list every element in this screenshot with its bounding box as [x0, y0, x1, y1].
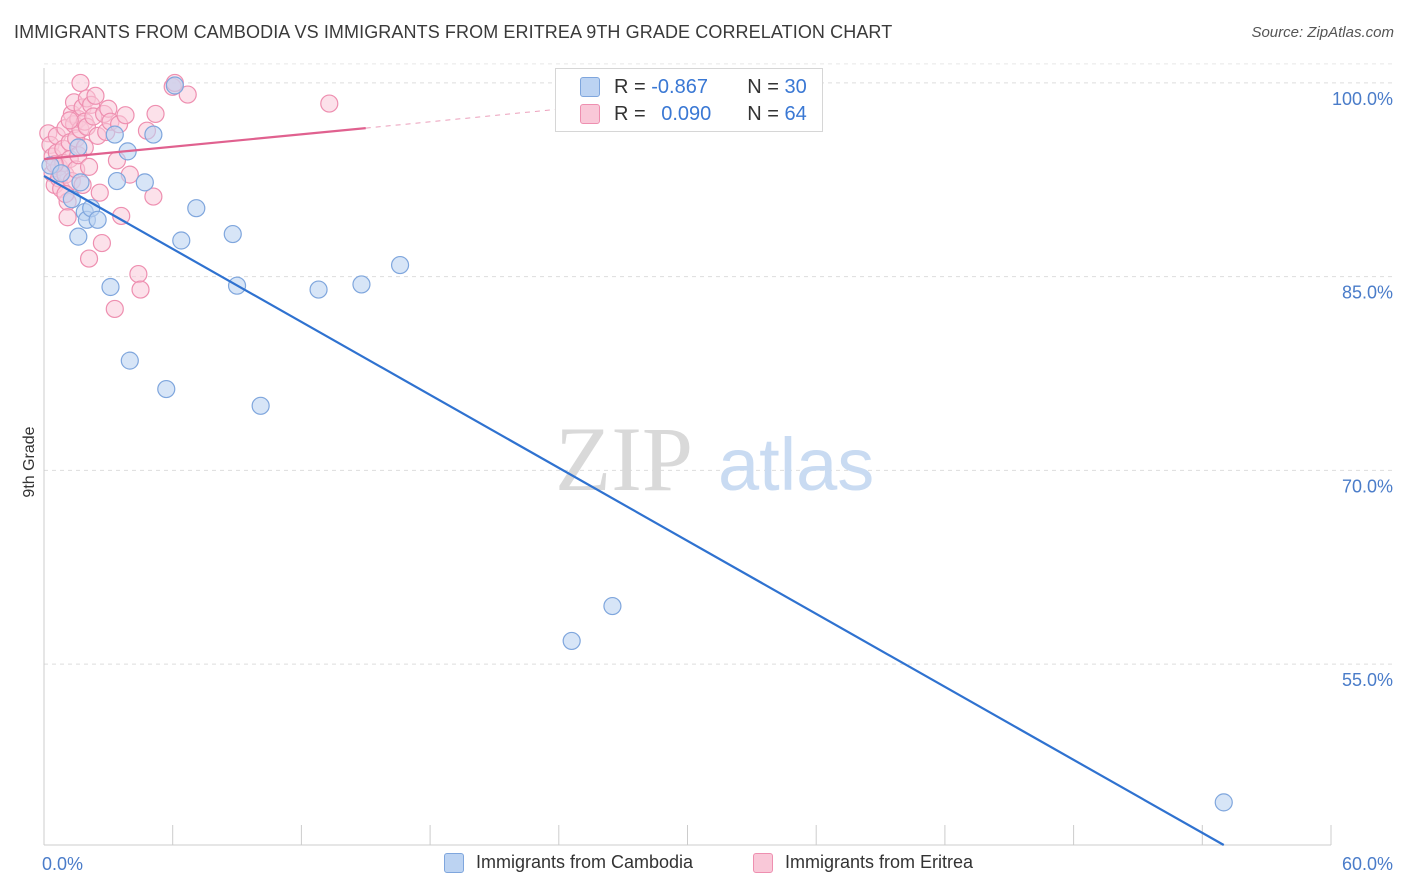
legend-n-label: N =: [747, 75, 785, 98]
eritrea-point: [79, 157, 99, 176]
eritrea-point: [79, 249, 99, 268]
eritrea-point: [146, 104, 165, 124]
bottom-legend-label: Immigrants from Cambodia: [476, 852, 694, 872]
eritrea-point: [129, 264, 148, 284]
eritrea-points: [39, 73, 339, 319]
cambodia-point: [144, 125, 163, 144]
watermark: ZIP atlas: [555, 408, 874, 510]
x-tick-label: 0.0%: [42, 854, 83, 874]
cambodia-swatch: [444, 852, 464, 873]
cambodia-point: [251, 396, 270, 415]
cambodia-point: [69, 138, 88, 157]
cambodia-point: [172, 231, 191, 250]
eritrea-point: [320, 94, 339, 113]
watermark-atlas: atlas: [718, 423, 874, 506]
chart-title: IMMIGRANTS FROM CAMBODIA VS IMMIGRANTS F…: [14, 22, 893, 42]
x-tick-label: 60.0%: [1342, 854, 1393, 874]
legend-n-value: 64: [784, 102, 807, 125]
axes: [43, 68, 1332, 846]
y-tick-label: 100.0%: [1332, 89, 1393, 109]
eritrea-swatch: [580, 104, 600, 124]
eritrea-trend-line: [43, 127, 366, 161]
cambodia-point: [105, 125, 124, 144]
legend-r-label: R =: [614, 102, 652, 125]
cambodia-point: [69, 227, 88, 246]
cambodia-point: [71, 173, 90, 192]
cambodia-point: [107, 171, 127, 191]
cambodia-point: [352, 275, 371, 294]
bottom-legend-label: Immigrants from Eritrea: [785, 852, 974, 872]
eritrea-point: [92, 233, 112, 253]
gridlines: [44, 63, 1393, 665]
eritrea-point: [116, 106, 135, 125]
eritrea-point: [90, 183, 109, 202]
x-tick-labels: 0.0% 60.0%: [42, 854, 1393, 874]
cambodia-point: [101, 277, 120, 297]
cambodia-swatch: [580, 77, 600, 97]
correlation-legend: R = -0.867 N = 30 R = 0.090 N = 64: [555, 68, 823, 132]
y-tick-labels: 100.0% 85.0% 70.0% 55.0%: [1332, 89, 1393, 690]
legend-n-value: 30: [784, 75, 807, 98]
cambodia-trend-line: [43, 174, 1225, 846]
eritrea-point: [131, 280, 150, 299]
y-tick-label: 55.0%: [1342, 670, 1393, 690]
cambodia-point: [135, 173, 154, 192]
eritrea-swatch: [753, 852, 773, 873]
eritrea-point: [60, 111, 79, 130]
legend-row-cambodia: R = -0.867 N = 30: [580, 74, 807, 100]
cambodia-point: [390, 255, 410, 275]
cambodia-point: [309, 280, 328, 299]
y-tick-label: 85.0%: [1342, 283, 1393, 303]
eritrea-point: [105, 299, 124, 319]
cambodia-point: [562, 631, 581, 651]
trend-lines: [43, 104, 1225, 846]
cambodia-points: [41, 76, 1233, 812]
cambodia-point: [603, 596, 622, 616]
cambodia-point: [223, 224, 242, 244]
eritrea-point: [178, 85, 197, 104]
cambodia-point: [1214, 793, 1233, 812]
legend-r-label: R =: [614, 75, 652, 98]
legend-r-value: -0.867: [651, 75, 708, 98]
cambodia-point: [88, 210, 107, 229]
legend-row-eritrea: R = 0.090 N = 64: [580, 101, 807, 127]
eritrea-point: [86, 86, 105, 105]
cambodia-point: [62, 190, 81, 209]
cambodia-point: [165, 76, 184, 95]
cambodia-point: [157, 379, 176, 399]
source-label: Source: ZipAtlas.com: [1251, 24, 1394, 41]
bottom-legend-cambodia: Immigrants from Cambodia: [444, 852, 693, 873]
eritrea-point: [71, 73, 90, 93]
eritrea-point: [144, 187, 163, 206]
eritrea-point: [58, 208, 77, 227]
legend-r-value: 0.090: [661, 102, 712, 125]
cambodia-point: [52, 164, 71, 183]
watermark-zip: ZIP: [555, 408, 693, 510]
y-tick-label: 70.0%: [1342, 476, 1393, 496]
legend-n-label: N =: [747, 102, 785, 125]
cambodia-point: [120, 351, 139, 370]
bottom-legend-eritrea: Immigrants from Eritrea: [753, 852, 973, 873]
cambodia-point: [187, 199, 206, 218]
y-axis-label: 9th Grade: [21, 426, 38, 497]
